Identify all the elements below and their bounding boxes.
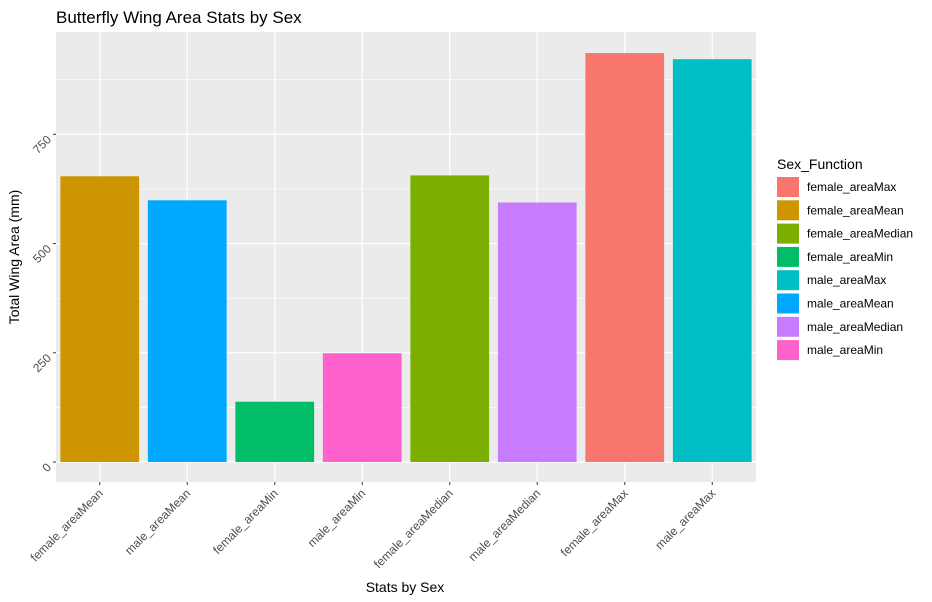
legend-label: female_areaMin <box>807 250 893 264</box>
x-axis-title: Stats by Sex <box>366 579 445 595</box>
legend-label: male_areaMin <box>807 343 883 357</box>
chart-title: Butterfly Wing Area Stats by Sex <box>56 8 302 27</box>
bar-male_areaMax <box>672 59 752 463</box>
legend-label: female_areaMax <box>807 180 896 194</box>
bar-female_areaMax <box>585 53 665 463</box>
bar-male_areaMin <box>322 353 402 462</box>
y-tick-label: 750 <box>30 132 54 156</box>
bar-female_areaMin <box>235 401 315 462</box>
x-tick-label: female_areaMean <box>28 486 106 564</box>
legend-swatch <box>777 177 799 197</box>
legend-label: male_areaMean <box>807 297 894 311</box>
legend-label: female_areaMean <box>807 203 904 217</box>
bars <box>60 53 752 463</box>
x-tick-label: male_areaMax <box>652 486 718 552</box>
legend-swatch <box>777 316 799 337</box>
bar-female_areaMean <box>60 176 140 462</box>
x-tick-label: male_areaMedian <box>466 486 544 564</box>
legend-swatch <box>777 223 799 244</box>
legend-swatch <box>777 246 799 267</box>
legend-swatch <box>777 340 799 361</box>
y-axis-title: Total Wing Area (mm) <box>6 190 22 325</box>
y-tick-label: 250 <box>30 351 54 375</box>
legend-swatch <box>777 200 799 221</box>
x-tick-label: female_areaMin <box>210 486 281 557</box>
legend-label: male_areaMax <box>807 273 886 287</box>
x-axis-ticks: female_areaMean male_areaMean female_areaM… <box>28 482 718 571</box>
x-tick-label: female_areaMax <box>558 486 631 559</box>
x-tick-label: male_areaMin <box>305 486 369 550</box>
x-tick-label: male_areaMean <box>122 486 193 557</box>
legend: Sex_Function female_areaMax female_areaMe… <box>777 156 913 361</box>
legend-swatch <box>777 293 799 314</box>
y-tick-label: 0 <box>39 460 54 475</box>
bar-male_areaMedian <box>497 202 577 463</box>
legend-title: Sex_Function <box>777 156 863 172</box>
bar-male_areaMean <box>147 200 227 462</box>
y-tick-label: 500 <box>30 242 54 266</box>
y-axis-ticks: 0 250 500 750 <box>30 132 56 475</box>
x-tick-label: female_areaMedian <box>371 486 456 571</box>
legend-label: male_areaMedian <box>807 320 903 334</box>
legend-label: female_areaMedian <box>807 227 913 241</box>
legend-swatch <box>777 270 799 291</box>
bar-female_areaMedian <box>410 175 490 462</box>
